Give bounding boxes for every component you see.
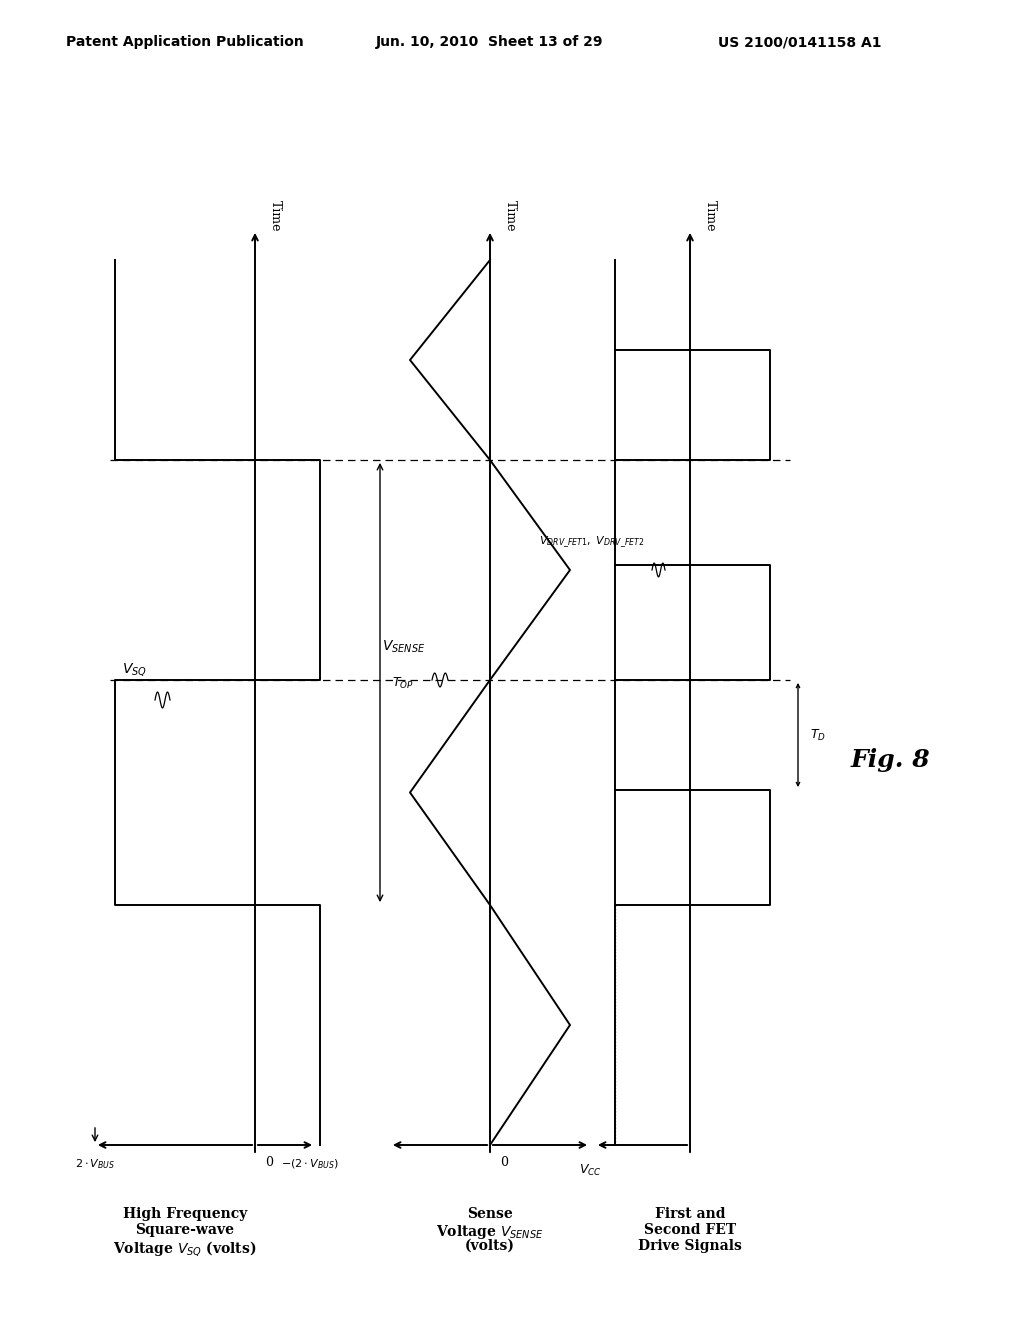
- Text: Time: Time: [705, 201, 717, 232]
- Text: Voltage $V_{SQ}$ (volts): Voltage $V_{SQ}$ (volts): [114, 1239, 257, 1258]
- Text: Fig. 8: Fig. 8: [850, 748, 930, 772]
- Text: US 2100/0141158 A1: US 2100/0141158 A1: [718, 36, 882, 49]
- Text: $-(2\cdot V_{BUS})$: $-(2\cdot V_{BUS})$: [281, 1158, 339, 1171]
- Text: Sense: Sense: [467, 1206, 513, 1221]
- Text: Patent Application Publication: Patent Application Publication: [67, 36, 304, 49]
- Text: $V_{SENSE}$: $V_{SENSE}$: [382, 639, 425, 655]
- Text: Square-wave: Square-wave: [135, 1224, 234, 1237]
- Text: $V_{SQ}$: $V_{SQ}$: [122, 661, 147, 678]
- Text: $2 \cdot V_{BUS}$: $2 \cdot V_{BUS}$: [75, 1158, 115, 1171]
- Text: Time: Time: [269, 201, 282, 232]
- Text: Time: Time: [504, 201, 517, 232]
- Text: High Frequency: High Frequency: [123, 1206, 247, 1221]
- Text: First and: First and: [654, 1206, 725, 1221]
- Text: Second FET: Second FET: [644, 1224, 736, 1237]
- Text: 0: 0: [500, 1156, 508, 1170]
- Text: Voltage $V_{SENSE}$: Voltage $V_{SENSE}$: [436, 1224, 544, 1241]
- Text: $V_{CC}$: $V_{CC}$: [579, 1163, 601, 1177]
- Text: 0: 0: [265, 1156, 273, 1170]
- Text: (volts): (volts): [465, 1239, 515, 1253]
- Text: Jun. 10, 2010  Sheet 13 of 29: Jun. 10, 2010 Sheet 13 of 29: [376, 36, 604, 49]
- Text: $T_{OP}$: $T_{OP}$: [392, 676, 414, 690]
- Text: Drive Signals: Drive Signals: [638, 1239, 742, 1253]
- Text: $V_{DRV\_FET1},\ V_{DRV\_FET2}$: $V_{DRV\_FET1},\ V_{DRV\_FET2}$: [540, 535, 645, 550]
- Text: $T_D$: $T_D$: [810, 727, 826, 743]
